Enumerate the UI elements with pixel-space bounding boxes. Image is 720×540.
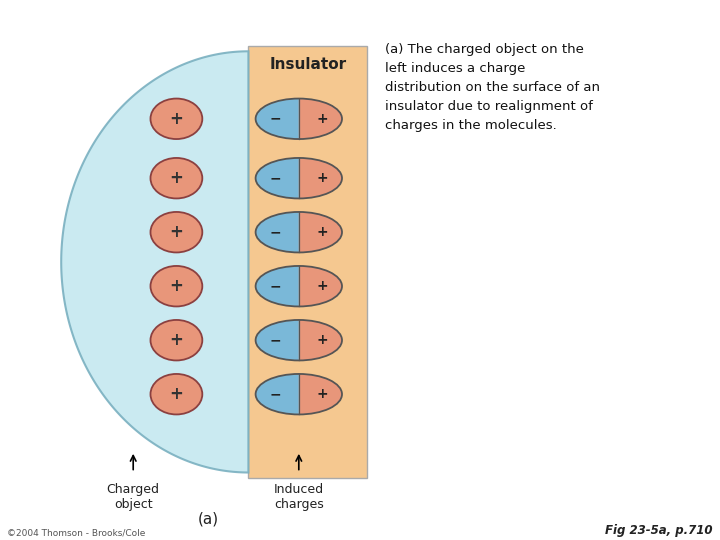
Polygon shape	[256, 98, 299, 139]
Polygon shape	[61, 51, 248, 472]
Text: +: +	[316, 279, 328, 293]
Ellipse shape	[150, 266, 202, 307]
Polygon shape	[256, 320, 299, 361]
Polygon shape	[256, 212, 299, 252]
Text: −: −	[270, 279, 282, 293]
Text: (a) The charged object on the
left induces a charge
distribution on the surface : (a) The charged object on the left induc…	[385, 43, 600, 132]
Polygon shape	[256, 374, 299, 415]
Ellipse shape	[256, 374, 342, 415]
Ellipse shape	[256, 212, 342, 253]
Ellipse shape	[150, 212, 202, 253]
Text: +: +	[169, 331, 184, 349]
Text: +: +	[169, 385, 184, 403]
Polygon shape	[256, 266, 299, 306]
Text: −: −	[270, 112, 282, 126]
Text: −: −	[270, 387, 282, 401]
Text: +: +	[169, 110, 184, 128]
Text: ©2004 Thomson - Brooks/Cole: ©2004 Thomson - Brooks/Cole	[7, 528, 145, 537]
Text: Induced
charges: Induced charges	[274, 483, 324, 511]
Text: Charged
object: Charged object	[107, 483, 160, 511]
Text: +: +	[316, 333, 328, 347]
Text: +: +	[169, 223, 184, 241]
Text: −: −	[270, 333, 282, 347]
Polygon shape	[256, 158, 299, 198]
Text: −: −	[270, 171, 282, 185]
Text: (a): (a)	[198, 511, 220, 526]
Text: +: +	[316, 225, 328, 239]
Text: +: +	[316, 387, 328, 401]
Ellipse shape	[256, 158, 342, 198]
Ellipse shape	[150, 374, 202, 415]
Ellipse shape	[256, 320, 342, 361]
Text: Insulator: Insulator	[269, 57, 346, 72]
Text: +: +	[169, 277, 184, 295]
Bar	[248, 46, 367, 478]
Ellipse shape	[150, 320, 202, 361]
Text: +: +	[316, 112, 328, 126]
Ellipse shape	[256, 266, 342, 307]
Text: +: +	[316, 171, 328, 185]
Ellipse shape	[150, 98, 202, 139]
Ellipse shape	[256, 98, 342, 139]
Text: +: +	[169, 169, 184, 187]
Text: Fig 23-5a, p.710: Fig 23-5a, p.710	[606, 524, 713, 537]
Ellipse shape	[150, 158, 202, 198]
Text: −: −	[270, 225, 282, 239]
